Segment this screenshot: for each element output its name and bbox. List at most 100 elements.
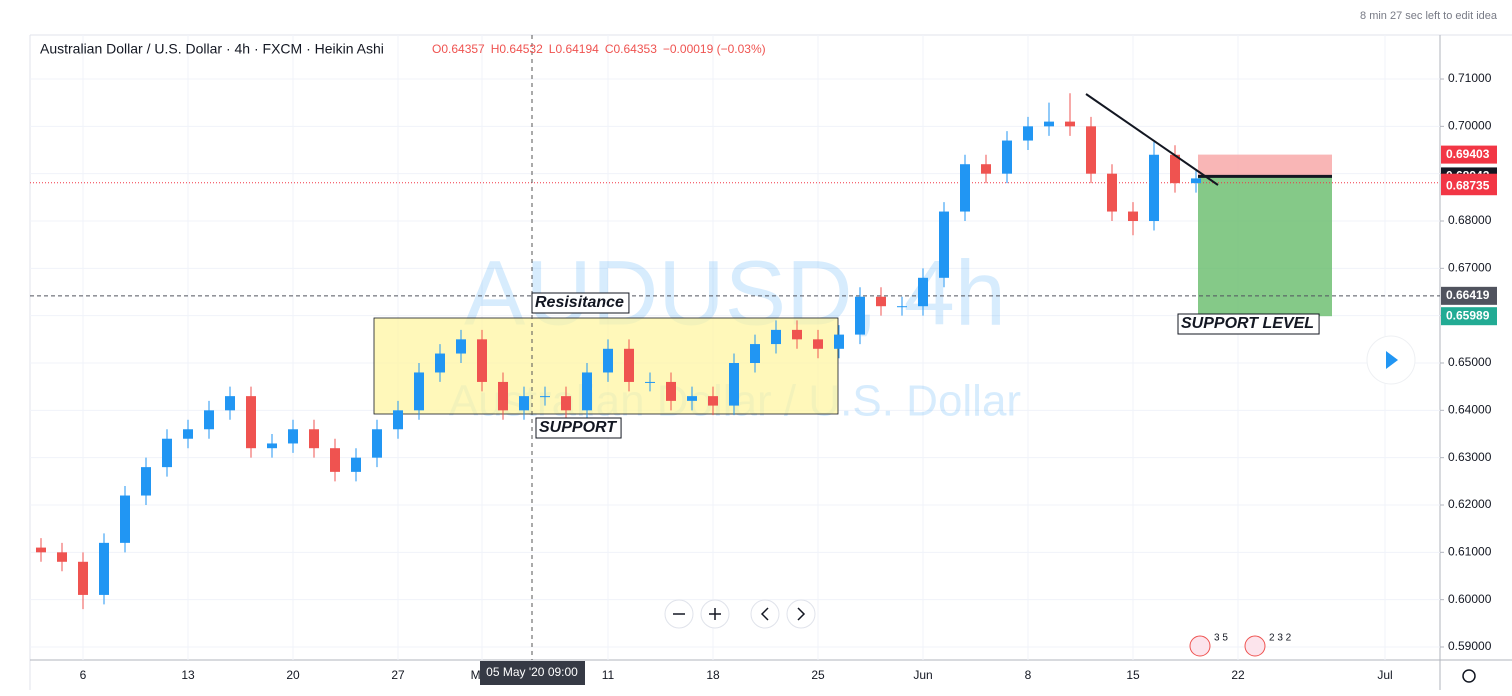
ohlc-value: O0.64357	[432, 42, 485, 56]
icon	[797, 607, 806, 621]
candle-body	[267, 443, 277, 449]
y-tick-label: 0.59000	[1448, 639, 1492, 653]
candle-body	[120, 495, 130, 543]
candle-body	[204, 410, 214, 430]
candle-body	[897, 306, 907, 308]
event-badge-label: 3 5	[1214, 633, 1228, 644]
candle-body	[288, 429, 298, 444]
ohlc-value: H0.64532	[491, 42, 543, 56]
event-badge	[1189, 635, 1211, 657]
y-tick-label: 0.62000	[1448, 497, 1492, 511]
candle-body	[540, 396, 550, 398]
candle-body	[78, 561, 88, 595]
candle-body	[645, 381, 655, 383]
icon	[709, 608, 721, 620]
candle-body	[435, 353, 445, 373]
candle-body	[477, 339, 487, 382]
crosshair-label: 05 May '20 09:00	[486, 665, 578, 679]
annotation: SUPPORT	[539, 419, 617, 436]
price-label-bg	[1441, 145, 1497, 164]
candle-body	[246, 396, 256, 449]
annotation-box	[535, 417, 622, 439]
y-tick-label: 0.61000	[1448, 544, 1492, 558]
candle-body	[876, 296, 886, 307]
candle-body	[309, 429, 319, 449]
candle-body	[1086, 126, 1096, 174]
icon	[760, 607, 769, 621]
annotation-box	[1177, 313, 1320, 335]
scroll-left-button[interactable]	[750, 599, 780, 629]
price-label: 0.65989	[1446, 308, 1490, 322]
event-badge	[1244, 635, 1266, 657]
candle-body	[498, 381, 508, 411]
candle-body	[561, 396, 571, 411]
candle-body	[624, 348, 634, 382]
y-tick-label: 0.71000	[1448, 71, 1492, 85]
y-tick-label: 0.67000	[1448, 261, 1492, 275]
candle-body	[1023, 126, 1033, 141]
candle-body	[141, 467, 151, 496]
annotation: SUPPORT LEVEL	[1181, 315, 1314, 332]
y-tick-label: 0.68000	[1448, 213, 1492, 227]
y-tick-label: 0.65000	[1448, 355, 1492, 369]
crosshair-label-bg	[480, 661, 585, 685]
plot: 0.59000 0.60000 0.61000 0.62000 0.63000 0.640…	[30, 35, 1497, 685]
candle-body	[414, 372, 424, 411]
candle-body	[393, 410, 403, 430]
settings-button[interactable]	[1462, 669, 1476, 683]
nav-controls	[664, 335, 1476, 683]
x-tick-label: 15	[1126, 668, 1140, 682]
price-label: 0.66419	[1446, 288, 1490, 302]
candle-body	[981, 164, 991, 174]
candle-body	[834, 334, 844, 349]
ohlc-value: −0.00019 (−0.03%)	[663, 42, 766, 56]
y-tick-label: 0.70000	[1448, 119, 1492, 133]
candle-body	[918, 277, 928, 307]
price-label-bg	[1441, 177, 1497, 196]
x-tick-label: 20	[286, 668, 300, 682]
candle-body	[771, 329, 781, 345]
candle-body	[729, 363, 739, 406]
candle-body	[330, 448, 340, 472]
candle-body	[855, 296, 865, 335]
x-tick-label: 27	[391, 668, 405, 682]
candle-body	[603, 348, 613, 373]
annotation-box	[531, 292, 630, 314]
target-zone	[1198, 176, 1332, 317]
price-label: 0.68735	[1446, 178, 1490, 192]
candle-body	[1065, 121, 1075, 127]
symbol-title: Australian Dollar / U.S. Dollar · 4h · F…	[40, 41, 384, 57]
candle-body	[939, 211, 949, 278]
candle-body	[57, 552, 67, 562]
candle-body	[687, 396, 697, 401]
candle-body	[372, 429, 382, 458]
candle-body	[813, 339, 823, 349]
candle-body	[792, 329, 802, 340]
x-tick-label: 25	[811, 668, 825, 682]
candle-body	[1170, 154, 1180, 184]
trend-line	[1085, 93, 1219, 186]
price-label-bg	[1441, 307, 1497, 326]
scroll-right-button[interactable]	[786, 599, 816, 629]
ohlc-value: L0.64194	[549, 42, 599, 56]
edit-notice: 8 min 27 sec left to edit idea	[1360, 10, 1498, 22]
x-tick-label: 22	[1231, 668, 1245, 682]
candle-body	[225, 396, 235, 411]
event-badge-label: 2 3 2	[1269, 633, 1292, 644]
price-label: 0.69403	[1446, 147, 1490, 161]
candle-body	[162, 438, 172, 468]
x-tick-label: Jul	[1377, 668, 1392, 682]
candle-body	[750, 344, 760, 364]
icon	[1386, 351, 1398, 369]
candle-body	[1128, 211, 1138, 222]
candle-body	[1149, 154, 1159, 222]
ohlc-value: C0.64353	[605, 42, 657, 56]
candle-body	[1044, 121, 1054, 127]
x-tick-label: 18	[706, 668, 720, 682]
candle-body	[960, 164, 970, 212]
candle-body	[183, 429, 193, 439]
x-tick-label: 6	[80, 668, 87, 682]
stop-zone	[1198, 154, 1332, 177]
candle-body	[456, 339, 466, 354]
